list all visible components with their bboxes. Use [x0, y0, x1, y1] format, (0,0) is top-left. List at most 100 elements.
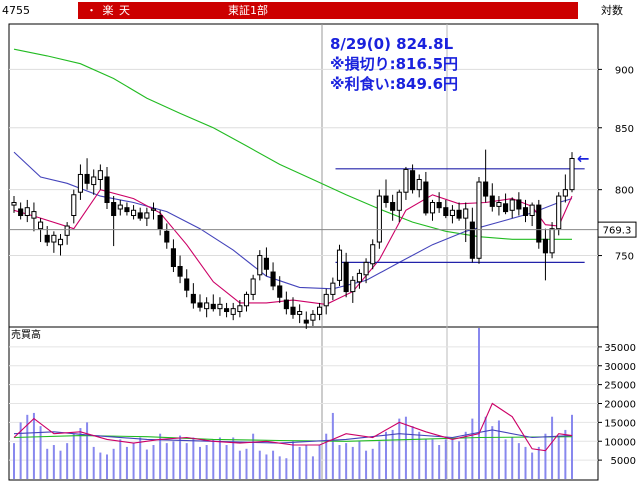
volume-bar: [106, 454, 108, 479]
candle-body: [436, 202, 442, 209]
volume-tick-label: 20000: [604, 400, 636, 411]
volume-bar: [265, 454, 268, 479]
volume-bar: [52, 445, 55, 479]
volume-bar: [325, 433, 328, 479]
candle-body: [111, 202, 117, 217]
candle-body: [11, 202, 17, 206]
candle-body: [217, 303, 223, 310]
candle-body: [549, 228, 555, 254]
volume-bar: [139, 437, 142, 479]
ma-mid-line: [13, 151, 573, 290]
candle-body: [443, 207, 449, 217]
candlesticks: [11, 149, 575, 329]
volume-tick-label: 25000: [604, 381, 636, 392]
volume-bar: [59, 450, 62, 479]
candle-body: [396, 191, 402, 211]
candle-body: [516, 199, 522, 210]
candle-body: [562, 189, 568, 197]
volume-bar: [311, 456, 314, 479]
candle-body: [71, 194, 77, 217]
candle-body: [210, 303, 216, 310]
volume-bars: [13, 328, 573, 479]
volume-bar: [564, 429, 567, 479]
chart-header: 4755 ・ 楽 天 東証1部 対数: [0, 0, 639, 22]
volume-bar: [298, 446, 301, 479]
candle-body: [303, 319, 309, 324]
candle-body: [150, 208, 157, 211]
candle-body: [509, 199, 515, 211]
volume-bar: [351, 446, 354, 479]
candle-body: [91, 176, 97, 186]
annotation-close: 8/29(0) 824.8L: [330, 35, 454, 53]
candle-body: [204, 302, 210, 310]
candle-body: [496, 202, 502, 207]
candle-body: [363, 261, 369, 276]
volume-bar: [504, 439, 507, 479]
candle-body: [84, 173, 90, 184]
candle-body: [257, 255, 263, 276]
volume-bar: [484, 416, 487, 479]
volume-bar: [451, 437, 454, 479]
candle-body: [569, 157, 575, 191]
volume-bar: [371, 448, 374, 479]
volume-bar: [39, 426, 42, 479]
price-tick-label: 900: [615, 65, 634, 76]
annotation-stop-loss: ※損切り:816.5円: [330, 55, 458, 73]
volume-tick-label: 30000: [604, 362, 636, 373]
volume-bar: [165, 443, 168, 479]
candle-body: [410, 170, 416, 191]
volume-bar: [458, 441, 461, 479]
volume-bar: [125, 446, 128, 479]
volume-tick-label: 15000: [604, 418, 636, 429]
candle-body: [164, 230, 170, 243]
volume-ma-mid-line: [13, 429, 573, 444]
annotation-take-profit: ※利食い:849.6円: [330, 75, 458, 93]
volume-bar: [497, 420, 500, 479]
volume-bar: [172, 441, 175, 479]
candle-body: [456, 209, 462, 219]
candle-body: [323, 293, 329, 307]
volume-bar: [478, 328, 480, 479]
volume-bar: [411, 426, 414, 479]
volume-title: 売買高: [11, 328, 41, 341]
arrow-left-icon: ←: [577, 149, 590, 167]
candle-body: [224, 308, 230, 313]
candle-body: [197, 302, 203, 308]
volume-bar: [571, 414, 573, 479]
scale-toggle[interactable]: 対数: [601, 4, 623, 17]
current-price-label: 769.3: [603, 226, 632, 237]
volume-bar: [232, 437, 235, 479]
volume-bar: [438, 445, 441, 479]
volume-bar: [46, 448, 49, 479]
candle-body: [117, 204, 123, 210]
candle-body: [469, 221, 475, 259]
candle-body: [51, 234, 57, 243]
candle-body: [429, 202, 436, 214]
volume-bar: [92, 446, 95, 479]
volume-bar: [531, 452, 534, 479]
volume-bar: [305, 445, 308, 479]
volume-bar: [212, 439, 215, 479]
candle-body: [370, 244, 376, 265]
candle-body: [489, 195, 495, 207]
volume-bar: [238, 450, 241, 479]
volume-bar: [491, 426, 494, 479]
candle-body: [250, 278, 256, 295]
candle-body: [190, 293, 196, 304]
volume-bar: [378, 441, 381, 479]
candle-body: [343, 261, 349, 293]
candle-body: [522, 207, 529, 217]
volume-bar: [26, 414, 29, 479]
candle-body: [243, 293, 250, 307]
volume-bar: [278, 456, 281, 479]
volume-bar: [112, 448, 115, 479]
volume-bar: [99, 452, 102, 479]
exchange-label: 東証1部: [216, 2, 578, 19]
volume-bar: [179, 435, 182, 479]
candle-body: [170, 248, 176, 268]
volume-bar: [471, 418, 474, 479]
candle-body: [283, 299, 289, 310]
volume-bar: [418, 431, 421, 479]
volume-bar: [192, 437, 195, 479]
candle-body: [317, 306, 323, 315]
